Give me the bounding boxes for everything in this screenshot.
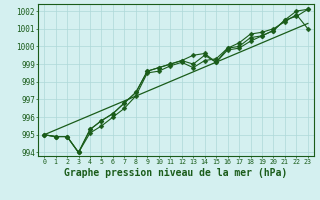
X-axis label: Graphe pression niveau de la mer (hPa): Graphe pression niveau de la mer (hPa) [64,168,288,178]
